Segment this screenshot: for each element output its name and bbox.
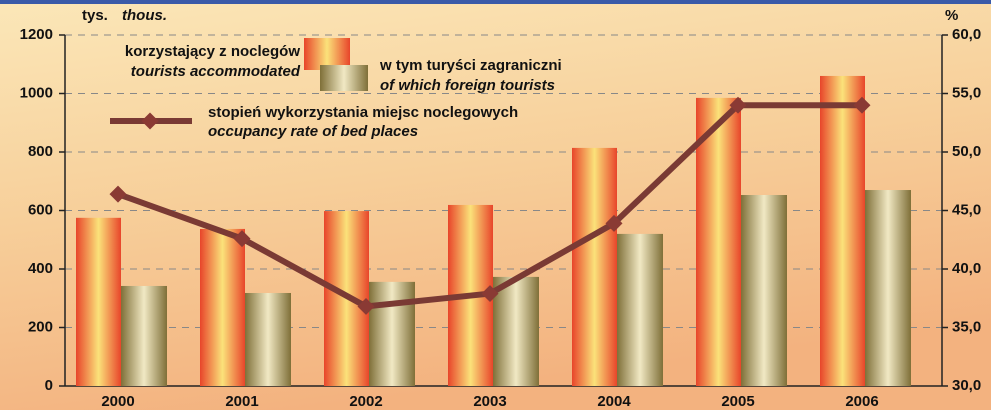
y2-tick-label: 60,0 — [952, 26, 981, 43]
bar — [76, 217, 121, 386]
legend-swatch — [304, 38, 350, 70]
y-tick-label: 600 — [28, 201, 53, 218]
y-axis-label: tys. — [82, 7, 108, 24]
line-marker — [481, 285, 499, 303]
legend-label: stopień wykorzystania miejsc noclegowych — [208, 104, 518, 121]
bar — [121, 285, 167, 386]
bar — [572, 147, 617, 386]
legend: korzystający z noclegów tourists accommo… — [110, 38, 562, 140]
x-tick-label: 2005 — [721, 393, 754, 410]
y-tick-label: 800 — [28, 143, 53, 160]
x-tick-label: 2004 — [597, 393, 631, 410]
bar — [369, 281, 415, 386]
legend-label: w tym turyści zagraniczni — [379, 57, 562, 74]
y2-tick-label: 30,0 — [952, 377, 981, 394]
y-tick-label: 1200 — [20, 26, 53, 43]
x-tick-label: 2002 — [349, 393, 382, 410]
line-marker — [357, 297, 375, 315]
y2-tick-label: 50,0 — [952, 143, 981, 160]
y2-axis-label: % — [945, 7, 958, 24]
y-tick-label: 400 — [28, 260, 53, 277]
y-axis-label-en: thous. — [122, 7, 167, 24]
legend-label: of which foreign tourists — [380, 77, 555, 94]
bar — [820, 75, 865, 386]
bar — [696, 97, 741, 386]
top-strip — [0, 0, 991, 4]
bar — [617, 233, 663, 386]
x-tick-label: 2006 — [845, 393, 878, 410]
bar — [865, 190, 911, 386]
bar — [245, 292, 291, 386]
y2-tick-label: 45,0 — [952, 201, 981, 218]
y2-tick-label: 40,0 — [952, 260, 981, 277]
legend-label: korzystający z noclegów — [125, 43, 300, 60]
y2-tick-label: 35,0 — [952, 318, 981, 335]
y-tick-label: 0 — [45, 377, 53, 394]
y2-tick-label: 55,0 — [952, 84, 981, 101]
bar — [200, 228, 245, 386]
x-tick-label: 2003 — [473, 393, 506, 410]
legend-label: occupancy rate of bed places — [208, 123, 418, 140]
legend-marker — [141, 112, 159, 130]
x-tick-label: 2001 — [225, 393, 258, 410]
legend-swatch — [320, 65, 368, 91]
y-tick-label: 200 — [28, 318, 53, 335]
bar — [741, 194, 787, 386]
line-marker — [853, 96, 871, 114]
line-marker — [233, 230, 251, 248]
line-marker — [605, 214, 623, 232]
bar — [493, 276, 539, 386]
line-marker — [109, 185, 127, 203]
legend-label: tourists accommodated — [131, 63, 301, 80]
y-tick-label: 1000 — [20, 84, 53, 101]
x-tick-label: 2000 — [101, 393, 134, 410]
line-marker — [729, 96, 747, 114]
